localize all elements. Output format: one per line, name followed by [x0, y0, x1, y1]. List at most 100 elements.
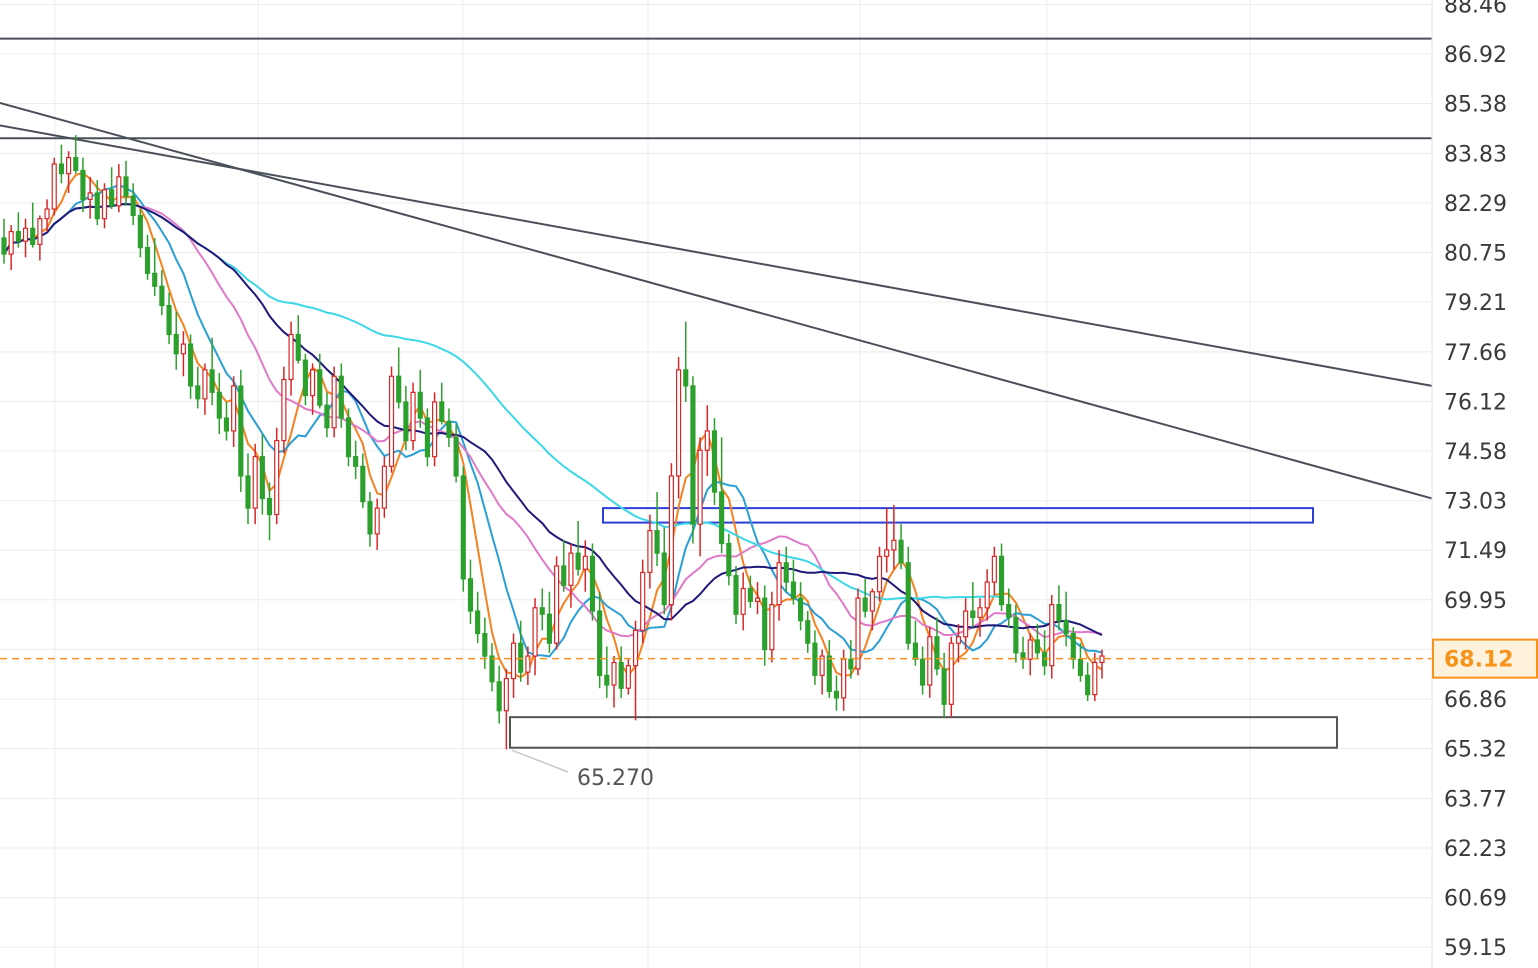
candle-down	[367, 501, 373, 535]
candle-up	[288, 333, 294, 381]
candle-up	[977, 607, 983, 619]
candle-up	[44, 208, 50, 220]
price-tick-label: 60.69	[1444, 887, 1507, 912]
candle-down	[970, 610, 976, 619]
candle-up	[984, 581, 990, 609]
candle-down	[317, 369, 323, 406]
candle-down	[561, 565, 567, 586]
candles	[1, 135, 1105, 750]
price-tick-label: 80.75	[1444, 241, 1507, 266]
candle-down	[396, 375, 402, 403]
candle-down	[862, 597, 868, 612]
candle-up	[8, 230, 14, 255]
candle-up	[22, 227, 29, 242]
candle-up	[640, 571, 646, 631]
candle-up	[180, 343, 186, 355]
candle-down	[467, 578, 474, 612]
candle-down	[1034, 639, 1040, 654]
candle-down	[1070, 632, 1076, 660]
zones	[509, 507, 1338, 749]
candle-down	[58, 163, 64, 175]
low-annotation-leader	[511, 749, 569, 773]
zone-rectangle	[602, 507, 1314, 524]
candle-down	[475, 610, 481, 635]
candle-down	[1077, 658, 1084, 676]
candle-down	[518, 642, 524, 673]
candle-down	[94, 192, 100, 220]
candle-down	[166, 304, 172, 336]
candle-up	[525, 655, 531, 673]
candle-down	[618, 661, 624, 689]
candle-up	[955, 636, 962, 644]
candle-down	[73, 156, 79, 172]
candle-down	[238, 385, 244, 477]
candle-down	[833, 690, 840, 699]
candle-down	[826, 655, 832, 693]
candle-up	[568, 552, 574, 586]
current-price-badge[interactable]	[1432, 638, 1538, 679]
candle-down	[1063, 620, 1069, 635]
low-price-label: 65.270	[577, 766, 654, 791]
candle-up	[740, 587, 746, 615]
candle-down	[15, 230, 21, 242]
price-tick-label: 85.38	[1444, 93, 1507, 118]
price-tick-label: 79.21	[1444, 291, 1507, 316]
trend-lines[interactable]	[0, 37, 1433, 500]
trend-line[interactable]	[0, 101, 1433, 500]
candle-down	[848, 658, 854, 670]
candle-down	[1085, 674, 1091, 696]
candle-up	[1099, 655, 1105, 664]
annotations: 65.270	[0, 657, 1432, 791]
candle-down	[546, 613, 552, 644]
candle-down	[360, 465, 366, 503]
candle-up	[611, 661, 617, 686]
candle-up	[374, 507, 380, 535]
price-tick-label: 74.58	[1444, 440, 1507, 465]
candle-up	[769, 603, 775, 651]
candle-down	[144, 247, 151, 274]
price-tick-label: 59.15	[1444, 936, 1507, 961]
candle-up	[704, 430, 710, 451]
candle-up	[116, 176, 122, 207]
candle-up	[697, 449, 703, 525]
candle-up	[388, 375, 395, 467]
price-tick-label: 76.12	[1444, 390, 1507, 415]
candle-up	[66, 156, 72, 175]
candle-down	[259, 456, 265, 500]
candle-up	[532, 607, 538, 657]
candle-up	[625, 665, 631, 689]
moving-average-line	[3, 202, 1103, 636]
price-axis[interactable]: 88.46 86.92 85.38 83.83 82.29 80.75 79.21 77.66…	[1431, 0, 1538, 968]
candle-up	[884, 549, 890, 557]
candle-down	[783, 562, 789, 583]
candle-down	[1006, 603, 1012, 619]
candle-up	[381, 465, 387, 509]
candle-down	[216, 391, 222, 419]
candle-down	[302, 359, 308, 397]
candle-down	[453, 436, 459, 477]
candle-down	[1013, 616, 1019, 654]
candle-up	[869, 591, 875, 612]
candle-down	[733, 575, 739, 615]
candle-up	[554, 565, 560, 644]
candle-up	[676, 369, 682, 477]
candle-up	[891, 539, 897, 551]
candle-down	[195, 385, 201, 400]
candle-down	[920, 658, 926, 686]
candle-down	[661, 552, 667, 606]
candle-down	[482, 632, 488, 657]
candle-down	[137, 214, 143, 249]
price-tick-label: 62.23	[1444, 837, 1507, 862]
candle-down	[439, 401, 445, 422]
candle-down	[345, 417, 352, 458]
candle-up	[274, 439, 280, 516]
candle-up	[1092, 661, 1098, 696]
candle-up	[510, 642, 517, 680]
price-tick-label: 88.46	[1444, 0, 1507, 19]
candle-up	[432, 401, 438, 458]
candle-up	[855, 597, 861, 670]
candle-up	[963, 610, 969, 638]
price-tick-label: 86.92	[1444, 43, 1507, 68]
